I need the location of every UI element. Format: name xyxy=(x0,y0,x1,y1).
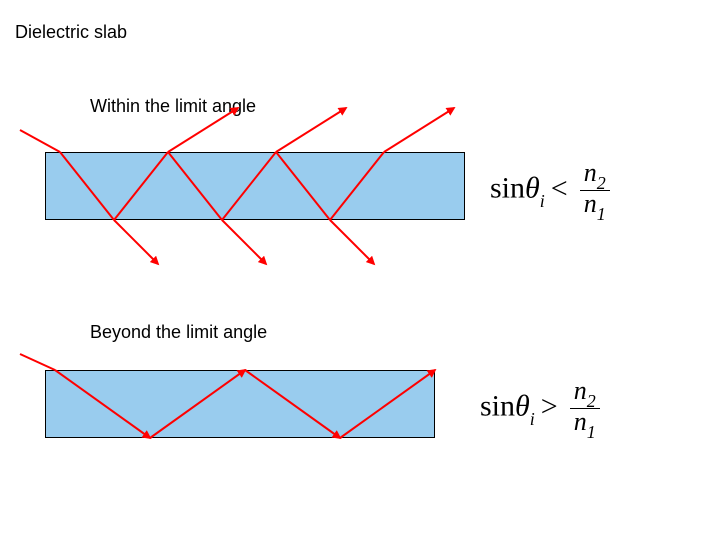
formula-theta-2: θ xyxy=(515,390,530,423)
frac2-n-top: n xyxy=(574,376,587,405)
formula-frac-2: n2n1 xyxy=(570,378,600,439)
frac2-sub-top: 2 xyxy=(587,391,596,411)
formula-theta-sub-2: i xyxy=(530,409,535,429)
formula-theta: θ xyxy=(525,172,540,205)
frac-sub-bot: 1 xyxy=(597,204,606,224)
frac-n-bot: n xyxy=(584,189,597,218)
ray-diagram xyxy=(0,0,720,540)
formula-op-2: > xyxy=(541,390,558,423)
formula-2: sinθi > n2n1 xyxy=(480,378,600,439)
formula-sin: sin xyxy=(490,172,525,205)
frac2-n-bot: n xyxy=(574,407,587,436)
formula-theta-sub: i xyxy=(540,191,545,211)
formula-frac-1: n2n1 xyxy=(580,160,610,221)
formula-op-1: < xyxy=(551,172,568,205)
section2-label: Beyond the limit angle xyxy=(90,322,267,343)
frac2-sub-bot: 1 xyxy=(587,422,596,442)
page-title: Dielectric slab xyxy=(15,22,127,43)
slab-2 xyxy=(45,370,435,438)
slab-1 xyxy=(45,152,465,220)
formula-sin-2: sin xyxy=(480,390,515,423)
section1-label: Within the limit angle xyxy=(90,96,256,117)
frac-n-top: n xyxy=(584,158,597,187)
formula-1: sinθi < n2n1 xyxy=(490,160,610,221)
frac-sub-top: 2 xyxy=(597,173,606,193)
